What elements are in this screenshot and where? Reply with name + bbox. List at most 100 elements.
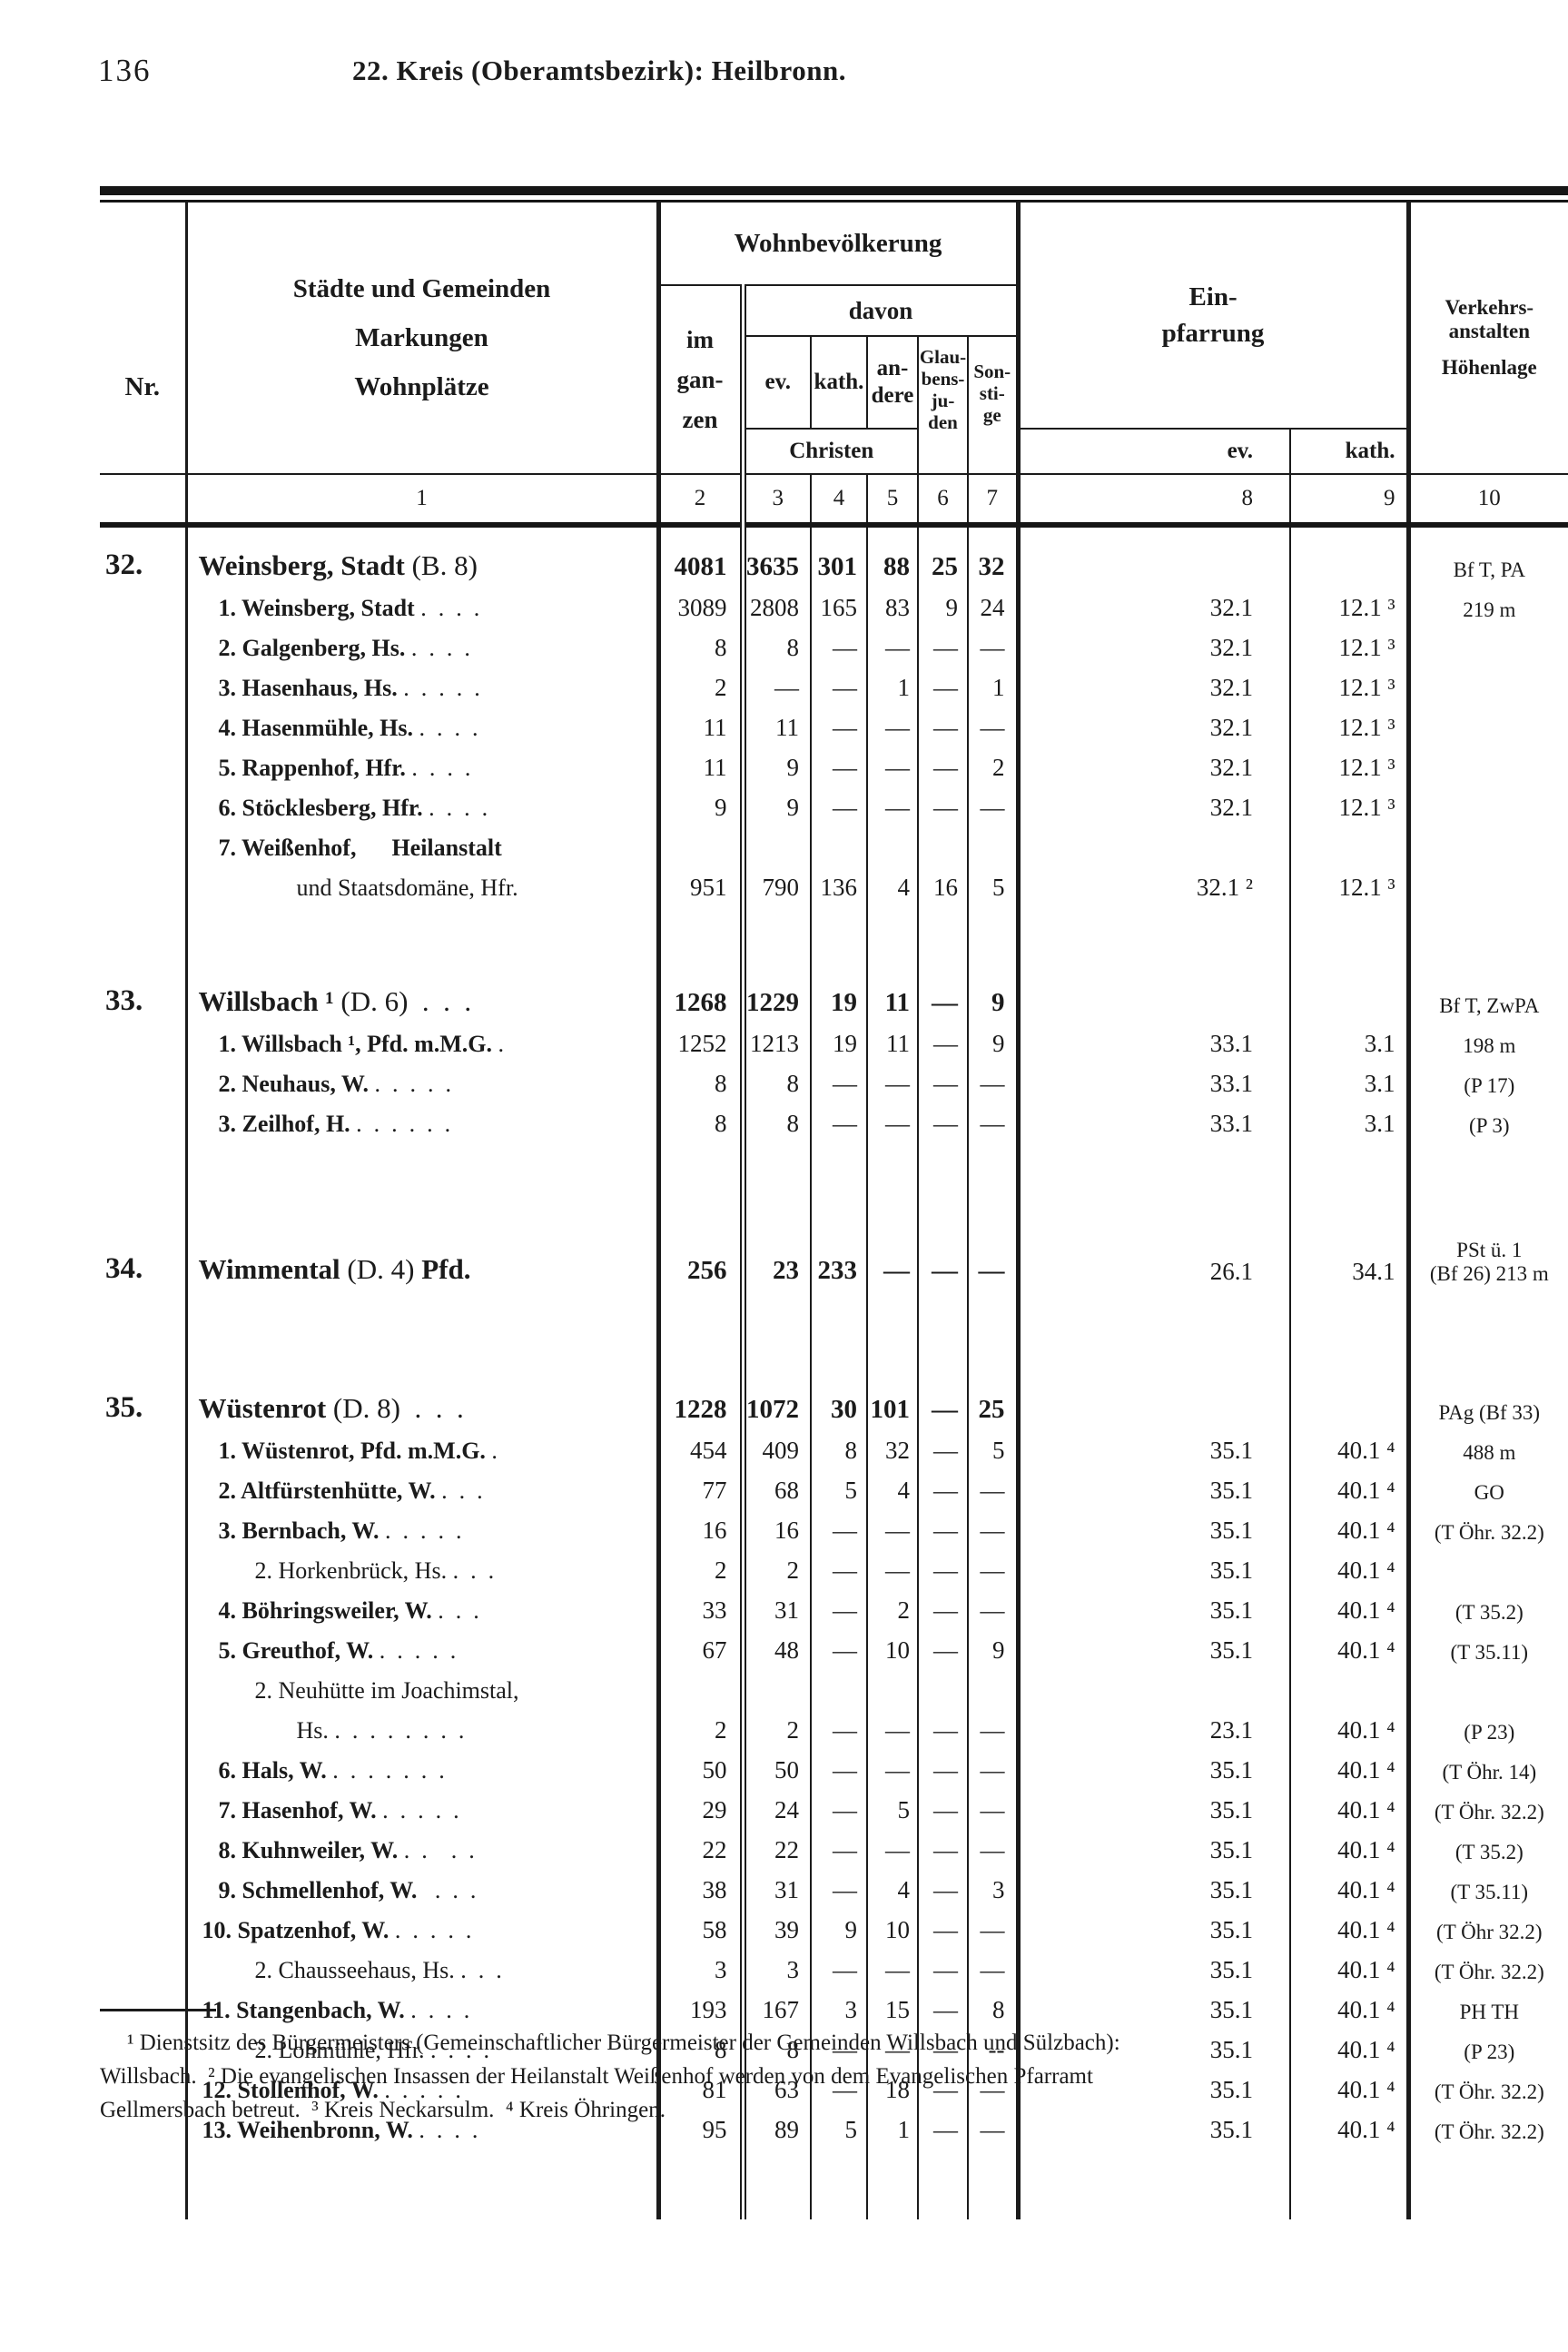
cell-population-value: 81 xyxy=(658,2068,746,2108)
page-title: 22. Kreis (Oberamtsbezirk): Heilbronn. xyxy=(352,54,846,86)
cell-population-value xyxy=(968,1668,1021,1708)
cell-verkehr-hoehenlage: (T Öhr. 32.2) xyxy=(1434,1961,1544,1983)
cell-gemeinde-nr xyxy=(100,1708,188,1748)
cell-population-value: 5 xyxy=(811,2108,868,2148)
cell-einpfarrung-kath: 12.1 ³ xyxy=(1290,786,1411,825)
cell-gemeinde-nr xyxy=(100,1102,188,1141)
cell-population-value: 32 xyxy=(867,1428,919,1468)
cell-population-value: -- xyxy=(968,2028,1021,2068)
cell-population-value xyxy=(918,825,969,865)
cell-einpfarrung-kath: 3.1 xyxy=(1290,1022,1411,1062)
cell-population-value: — xyxy=(811,1588,868,1628)
cell-verkehr-hoehenlage xyxy=(1408,706,1568,746)
cell-population-value: 9 xyxy=(658,786,746,825)
cell-population-value: 16 xyxy=(658,1508,746,1548)
cell-population-value: 5 xyxy=(811,1468,868,1508)
cell-population-value: — xyxy=(918,1868,969,1908)
table-row: 11. Stangenbach, W. . . . . 193 167 3 15—8 35… xyxy=(100,1988,1568,2028)
cell-population-value: 11 xyxy=(867,1022,919,1062)
cell-population-value: — xyxy=(918,2108,969,2148)
col-header-glaubensjuden: Glau- bens- ju- den xyxy=(918,336,969,474)
cell-population-value xyxy=(811,825,868,865)
col-header-andere: an- dere xyxy=(867,336,919,429)
cell-verkehr-hoehenlage xyxy=(1408,626,1568,666)
cell-verkehr-hoehenlage: PAg (Bf 33) xyxy=(1438,1401,1541,1424)
cell-population-value: 16 xyxy=(918,865,969,905)
cell-population-value: 4081 xyxy=(658,525,746,586)
col-num: 1 xyxy=(186,473,661,528)
cell-population-value: — xyxy=(968,1908,1021,1948)
cell-place-name: Hs. . . . . . . . . xyxy=(186,1708,661,1748)
cell-population-value xyxy=(811,1141,868,1231)
cell-population-value xyxy=(658,1141,746,1231)
cell-population-value xyxy=(658,1668,746,1708)
cell-population-value: 68 xyxy=(743,1468,812,1508)
cell-gemeinde-nr xyxy=(100,1141,188,1231)
cell-einpfarrung-ev xyxy=(1018,1290,1292,1370)
cell-gemeinde-nr xyxy=(100,666,188,706)
cell-population-value: 2 xyxy=(968,746,1021,786)
cell-population-value: — xyxy=(918,706,969,746)
cell-place-name: 3. Hasenhaus, Hs. . . . . . xyxy=(186,666,661,706)
cell-einpfarrung-ev: 35.1 xyxy=(1018,1988,1292,2028)
cell-gemeinde-nr xyxy=(100,865,188,905)
cell-einpfarrung-kath: 40.1 ⁴ xyxy=(1290,1748,1411,1788)
cell-einpfarrung-kath: 40.1 ⁴ xyxy=(1290,1988,1411,2028)
cell-einpfarrung-kath xyxy=(1290,1141,1411,1231)
cell-einpfarrung-ev xyxy=(1018,964,1292,1022)
cell-verkehr-hoehenlage: 198 m xyxy=(1463,1034,1516,1057)
cell-population-value: — xyxy=(918,1908,969,1948)
table-top-rule xyxy=(100,186,1568,203)
col-header-einpf-ev: ev. xyxy=(1018,428,1292,474)
cell-population-value: 193 xyxy=(658,1988,746,2028)
cell-gemeinde-nr xyxy=(100,1062,188,1102)
cell-place-name: 2. Horkenbrück, Hs. . . . xyxy=(186,1548,661,1588)
footnote-rule xyxy=(100,2009,216,2011)
cell-einpfarrung-kath xyxy=(1290,964,1411,1022)
col-header-ev: ev. xyxy=(743,336,812,429)
cell-population-value: 3 xyxy=(658,1948,746,1988)
cell-population-value: 11 xyxy=(867,964,919,1022)
cell-einpfarrung-kath: 40.1 ⁴ xyxy=(1290,1628,1411,1668)
cell-population-value: — xyxy=(867,1828,919,1868)
cell-gemeinde-nr xyxy=(100,1668,188,1708)
cell-einpfarrung-kath: 40.1 ⁴ xyxy=(1290,1548,1411,1588)
cell-population-value: 16 xyxy=(743,1508,812,1548)
cell-einpfarrung-ev: 35.1 xyxy=(1018,1908,1292,1948)
col-header-einpf-kath: kath. xyxy=(1290,428,1411,474)
cell-population-value xyxy=(918,1290,969,1370)
cell-population-value: 83 xyxy=(867,586,919,626)
cell-population-value xyxy=(743,2148,812,2219)
cell-einpfarrung-kath: 3.1 xyxy=(1290,1102,1411,1141)
cell-verkehr-hoehenlage: 219 m xyxy=(1463,598,1516,621)
cell-population-value: 1268 xyxy=(658,964,746,1022)
table-row: 32. Weinsberg, Stadt (B. 8) 4081 3635 301 88 2… xyxy=(100,525,1568,586)
cell-einpfarrung-kath: 40.1 ⁴ xyxy=(1290,1788,1411,1828)
cell-population-value: — xyxy=(968,1828,1021,1868)
cell-population-value xyxy=(811,1290,868,1370)
cell-population-value: — xyxy=(918,2028,969,2068)
cell-verkehr-hoehenlage xyxy=(1408,1290,1568,1370)
cell-population-value: 256 xyxy=(658,1231,746,1290)
cell-population-value: — xyxy=(867,2028,919,2068)
cell-einpfarrung-ev: 35.1 xyxy=(1018,1748,1292,1788)
cell-einpfarrung-ev: 32.1 xyxy=(1018,786,1292,825)
cell-population-value: — xyxy=(918,1370,969,1428)
footnote-line: ¹ Dienstsitz des Bürgermeisters (Gemeins… xyxy=(127,2031,1120,2055)
table-row: 2. Lohmühle, Hfr. . . . . 8 8— — — -- 35.1 40.1… xyxy=(100,2028,1568,2068)
cell-population-value: — xyxy=(968,1588,1021,1628)
col-num: 6 xyxy=(918,473,969,528)
cell-population-value: — xyxy=(918,1588,969,1628)
cell-population-value: 63 xyxy=(743,2068,812,2108)
cell-population-value: — xyxy=(968,1708,1021,1748)
cell-population-value: — xyxy=(968,1788,1021,1828)
cell-population-value: 19 xyxy=(811,1022,868,1062)
cell-place-name: Wimmental (D. 4) Pfd. xyxy=(186,1231,661,1290)
cell-population-value: — xyxy=(918,1748,969,1788)
cell-einpfarrung-ev xyxy=(1018,1370,1292,1428)
cell-population-value: 9 xyxy=(743,786,812,825)
cell-verkehr-hoehenlage xyxy=(1408,865,1568,905)
cell-place-name: 11. Stangenbach, W. . . . . xyxy=(186,1988,661,2028)
cell-verkehr-hoehenlage: (T Öhr. 32.2) xyxy=(1434,2080,1544,2103)
